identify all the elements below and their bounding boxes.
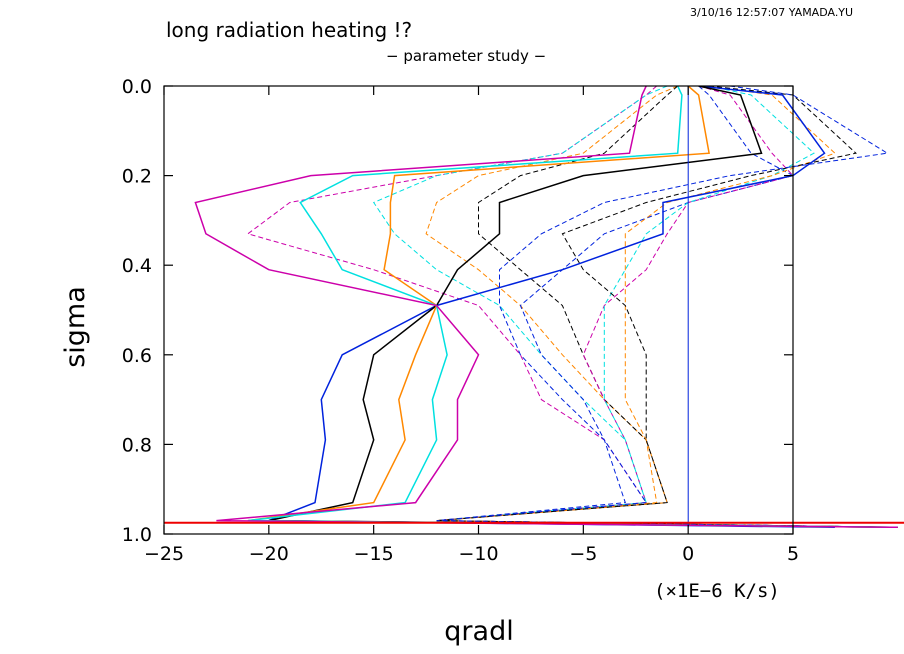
x-axis-unit: (×1E−6 K/s) bbox=[654, 580, 780, 602]
series-line-10 bbox=[436, 86, 898, 528]
series-line-7 bbox=[372, 86, 898, 528]
series-line-11 bbox=[436, 86, 898, 528]
y-tick-label-4: 0.8 bbox=[122, 434, 152, 456]
x-tick-label-5: 0 bbox=[682, 543, 694, 565]
x-axis-label: qradl bbox=[444, 616, 513, 647]
chart-title: long radiation heating !? bbox=[166, 18, 412, 42]
x-tick-label-1: −20 bbox=[249, 543, 289, 565]
series-line-15 bbox=[436, 86, 898, 528]
axis-ticks: −25 −20 −15 −10 −5 0 5 0.0 0.2 0.4 0.6 0.8 1.0 bbox=[122, 76, 799, 565]
timestamp-label: 3/10/16 12:57:07 YAMADA.YU bbox=[690, 6, 853, 19]
y-tick-label-0: 0.0 bbox=[122, 76, 152, 98]
series-line-14 bbox=[436, 86, 898, 528]
series-line-12 bbox=[436, 86, 898, 528]
x-tick-label-2: −15 bbox=[354, 543, 394, 565]
y-tick-label-2: 0.4 bbox=[122, 255, 152, 277]
series-line-3 bbox=[247, 86, 898, 529]
series-line-1 bbox=[268, 86, 835, 529]
y-tick-label-3: 0.6 bbox=[122, 345, 152, 367]
series-line-4 bbox=[247, 86, 898, 529]
plot-series bbox=[164, 86, 904, 529]
series-line-6 bbox=[246, 86, 898, 528]
series-line-5 bbox=[194, 86, 898, 529]
chart-subtitle: − parameter study − bbox=[386, 47, 546, 65]
x-tick-label-3: −10 bbox=[458, 543, 498, 565]
y-tick-label-5: 1.0 bbox=[122, 524, 152, 546]
x-tick-label-4: −5 bbox=[569, 543, 597, 565]
x-tick-label-0: −25 bbox=[144, 543, 184, 565]
series-line-8 bbox=[425, 86, 898, 528]
y-axis-label: sigma bbox=[60, 286, 91, 368]
y-tick-label-1: 0.2 bbox=[122, 166, 152, 188]
series-line-9 bbox=[436, 86, 898, 528]
x-tick-label-6: 5 bbox=[787, 543, 799, 565]
series-line-2 bbox=[268, 86, 898, 529]
series-line-13 bbox=[436, 86, 898, 528]
